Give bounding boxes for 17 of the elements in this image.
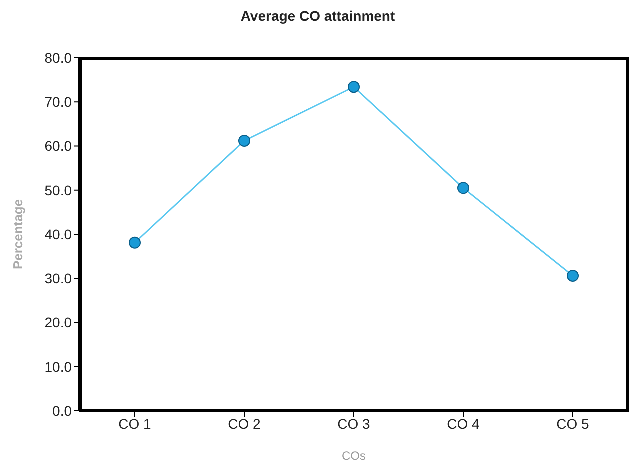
x-axis-title: COs — [342, 449, 366, 463]
y-tick-label: 0.0 — [52, 402, 72, 419]
chart-title: Average CO attainment — [240, 8, 396, 24]
y-tick-label: 50.0 — [44, 182, 72, 198]
y-tick-label: 80.0 — [44, 50, 72, 66]
x-tick-label: CO 2 — [228, 416, 262, 432]
x-tick-label: CO 5 — [556, 416, 590, 432]
x-tick-label: CO 3 — [338, 416, 371, 432]
x-tick-label: CO 4 — [447, 416, 480, 432]
y-tick-label: 40.0 — [44, 226, 72, 242]
y-tick-label: 30.0 — [44, 270, 72, 287]
y-tick-label: 20.0 — [44, 314, 72, 331]
y-axis-title: Percentage — [10, 199, 26, 270]
x-tick-label: CO 1 — [118, 416, 152, 432]
y-tick-label: 60.0 — [44, 138, 72, 154]
y-tick-label: 10.0 — [44, 358, 72, 375]
y-tick-label: 70.0 — [44, 94, 72, 110]
